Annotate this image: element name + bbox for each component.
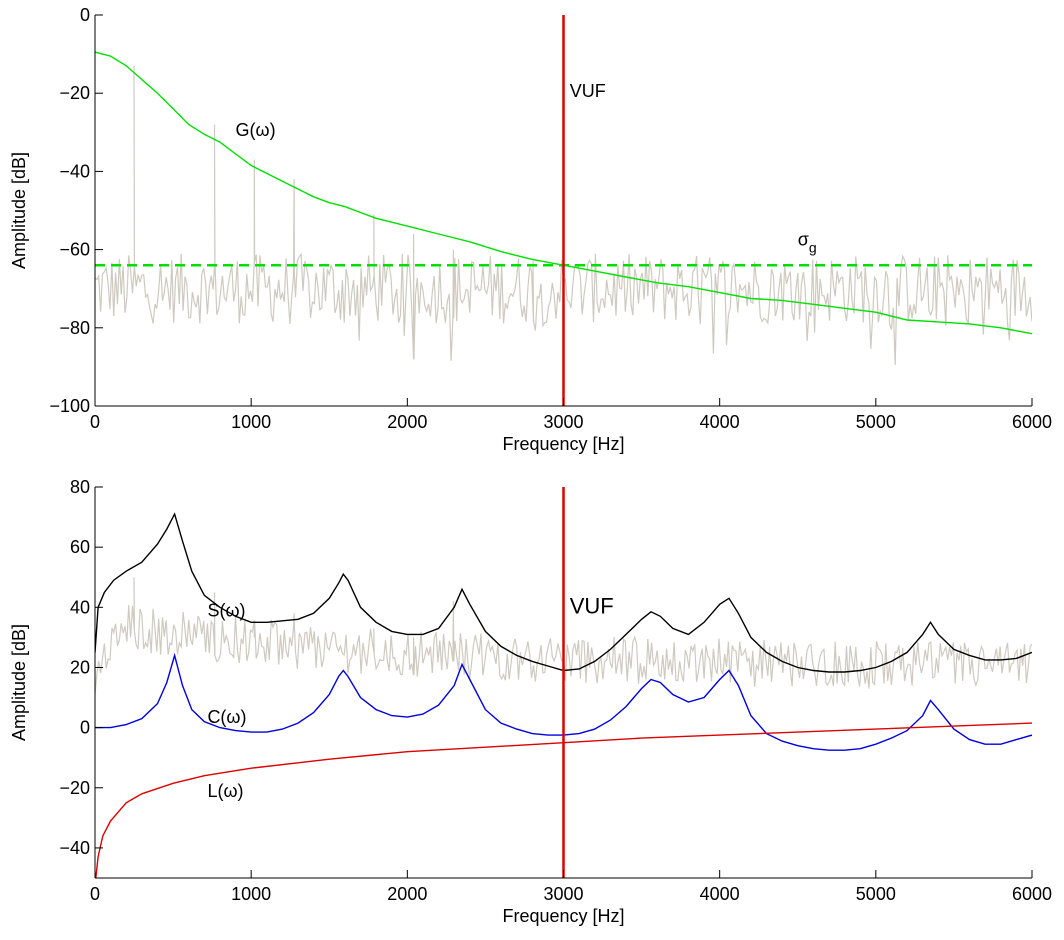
top-chart: 0 1000 2000 3000 4000 5000 6000 0 −20 −40 −60 −80 −1…: [9, 5, 1052, 454]
x-tick-label: 2000: [387, 884, 427, 904]
y-tick-label: 80: [70, 477, 90, 497]
y-tick-label: 20: [70, 657, 90, 677]
x-tick-label: 5000: [856, 412, 896, 432]
x-tick-label: 3000: [543, 412, 583, 432]
x-tick-label: 5000: [856, 884, 896, 904]
plot-area: [95, 512, 1032, 878]
y-tick-label: 0: [80, 5, 90, 25]
x-tick-label: 3000: [543, 884, 583, 904]
series-L(ω): [95, 722, 1032, 878]
x-tick-label: 1000: [231, 412, 271, 432]
annotation: C(ω): [207, 707, 246, 727]
series-C(ω): [95, 652, 1032, 751]
y-tick-label: −40: [59, 838, 90, 858]
series-spectrum: [95, 65, 1032, 365]
y-axis-label: Amplitude [dB]: [9, 624, 29, 741]
x-tick-label: 0: [90, 412, 100, 432]
y-tick-label: 60: [70, 537, 90, 557]
annotation: VUF: [570, 81, 606, 101]
y-tick-label: −60: [59, 240, 90, 260]
bottom-chart: 0 1000 2000 3000 4000 5000 6000 80 60 40 20 0 −20 −40…: [9, 477, 1052, 926]
x-tick-label: 4000: [700, 884, 740, 904]
annotation: G(ω): [236, 120, 276, 140]
annotation: σg: [798, 230, 817, 256]
annotation: S(ω): [207, 600, 245, 620]
annotation: L(ω): [207, 781, 243, 801]
y-tick-label: 0: [80, 718, 90, 738]
x-tick-label: 1000: [231, 884, 271, 904]
series-G(ω): [95, 51, 1032, 335]
x-tick-label: 0: [90, 884, 100, 904]
y-tick-label: 40: [70, 597, 90, 617]
y-tick-label: −20: [59, 83, 90, 103]
x-tick-label: 6000: [1012, 412, 1052, 432]
annotation: VUF: [570, 593, 614, 618]
x-tick-label: 6000: [1012, 884, 1052, 904]
y-tick-label: −20: [59, 778, 90, 798]
x-tick-label: 4000: [700, 412, 740, 432]
y-tick-label: −40: [59, 161, 90, 181]
series-spectrum: [95, 577, 1032, 695]
x-axis-label: Frequency [Hz]: [502, 906, 624, 926]
x-tick-label: 2000: [387, 412, 427, 432]
y-tick-label: −100: [49, 396, 90, 416]
y-axis-label: Amplitude [dB]: [9, 152, 29, 269]
x-axis-label: Frequency [Hz]: [502, 434, 624, 454]
series-S(ω): [95, 512, 1032, 673]
y-tick-label: −80: [59, 318, 90, 338]
